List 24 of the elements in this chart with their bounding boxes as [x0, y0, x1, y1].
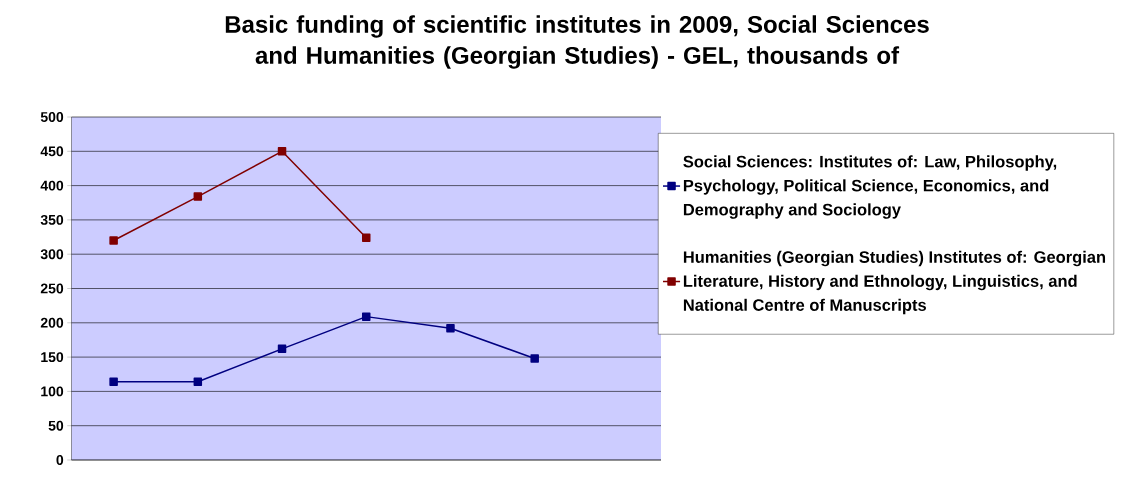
legend-label: Social Sciences: Institutes of: Law, Philosophy, Psychology, Political Science, Economics, and Demography and Sociology	[683, 155, 1057, 219]
y-tick-label: 250	[40, 283, 64, 294]
y-tick-label: 300	[40, 249, 64, 260]
point	[193, 192, 203, 201]
point	[446, 324, 455, 333]
point	[362, 312, 371, 321]
legend-label: Humanities (Georgian Studies) Institutes of: Georgian Literature, History and Ethnology, Linguistics, and National Centre of Manuscripts	[683, 250, 1106, 315]
point	[109, 377, 118, 387]
point	[530, 354, 539, 363]
y-tick-label: 350	[40, 214, 64, 225]
y-tick-label: 500	[40, 112, 64, 122]
y-tick-label: 200	[40, 317, 64, 328]
point	[193, 377, 203, 387]
y-tick-label: 0	[56, 455, 64, 465]
y-tick-label: 100	[41, 386, 64, 397]
point	[277, 147, 287, 156]
point	[362, 233, 371, 242]
y-tick-label: 150	[41, 352, 64, 363]
y-tick-label: 50	[48, 420, 64, 431]
point	[277, 344, 287, 354]
chart-title: Basic funding of scientific institutes in 2009, Social Sciences and Humanities (Georgian Studies) - GEL, thousands of	[225, 15, 929, 69]
point	[109, 236, 118, 245]
y-tick-label: 450	[40, 146, 64, 157]
y-tick-label: 400	[40, 180, 64, 191]
